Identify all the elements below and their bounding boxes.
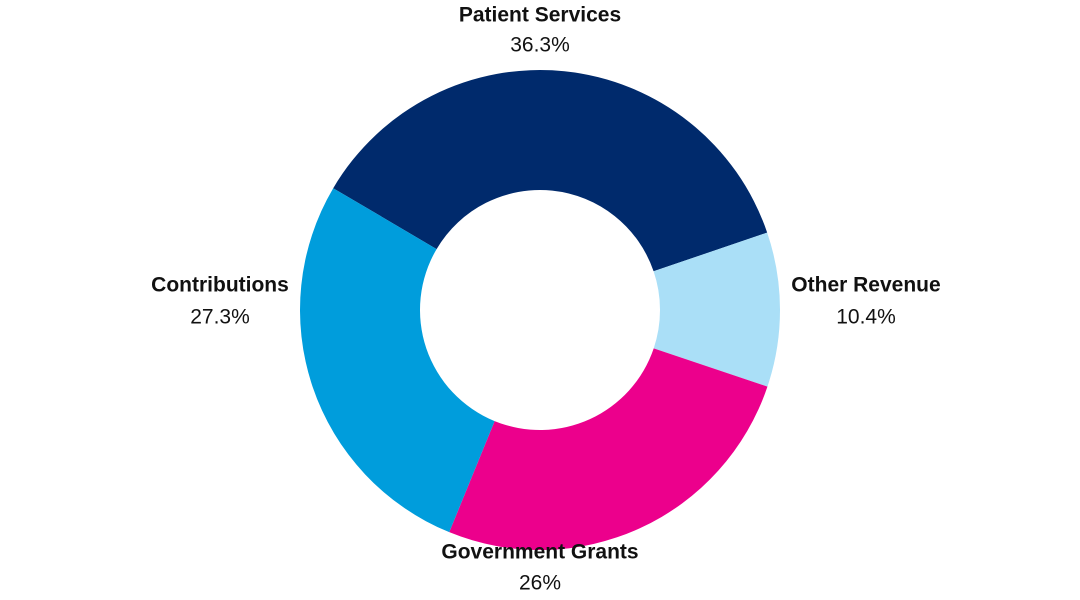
donut-slice xyxy=(449,348,768,550)
category-label: Contributions xyxy=(151,274,289,297)
donut-slice xyxy=(653,232,781,387)
donut-slice xyxy=(300,188,495,533)
value-label: 36.3% xyxy=(510,34,570,57)
category-label: Government Grants xyxy=(441,541,638,564)
donut-slice xyxy=(333,69,768,272)
category-label: Other Revenue xyxy=(791,274,940,297)
value-label: 10.4% xyxy=(836,306,896,329)
category-label: Patient Services xyxy=(459,4,621,27)
value-label: 26% xyxy=(519,572,561,595)
value-label: 27.3% xyxy=(190,306,250,329)
